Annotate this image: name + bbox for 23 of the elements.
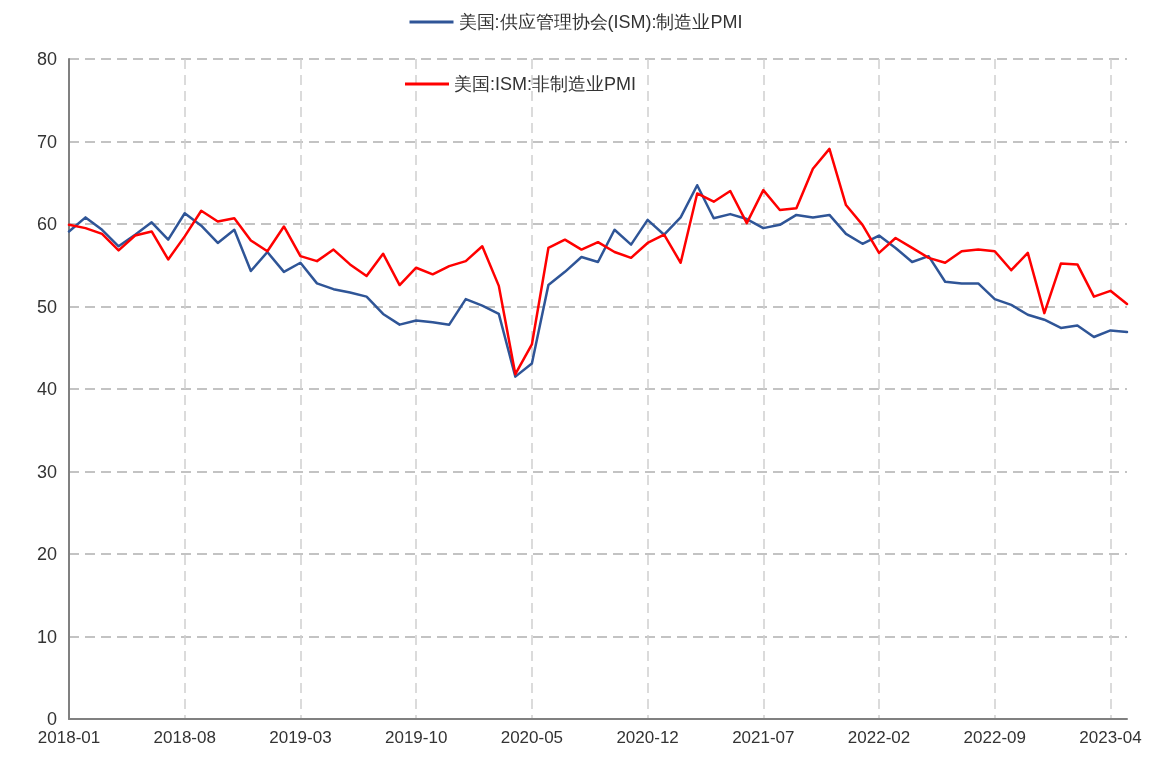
line-series <box>67 147 1129 376</box>
y-tick-label: 30 <box>36 461 57 482</box>
y-tick-label: 50 <box>36 296 57 317</box>
legend-label: 美国:供应管理协会(ISM):制造业PMI <box>458 12 743 32</box>
x-tick-label: 2022-02 <box>847 728 911 747</box>
x-tick-label: 2019-10 <box>384 728 448 747</box>
x-tick-label: 2018-08 <box>153 728 216 747</box>
y-tick-label: 70 <box>36 131 57 152</box>
x-tick-label: 2019-03 <box>269 728 332 747</box>
y-tick-label: 10 <box>36 626 57 647</box>
x-tick-label: 2020-12 <box>616 728 679 747</box>
y-tick-label: 0 <box>46 709 57 729</box>
legend-label: 美国:ISM:非制造业PMI <box>454 74 637 94</box>
x-tick-label: 2021-07 <box>732 728 795 747</box>
line-series <box>67 183 1129 378</box>
x-tick-label: 2018-01 <box>37 728 101 747</box>
y-tick-label: 20 <box>36 544 57 564</box>
y-tick-label: 80 <box>36 49 57 69</box>
x-tick-label: 2022-09 <box>963 728 1026 747</box>
y-tick-label: 40 <box>36 379 57 399</box>
x-tick-label: 2020-05 <box>500 728 564 747</box>
x-tick-label: 2023-04 <box>1079 728 1142 747</box>
y-tick-label: 60 <box>36 214 57 234</box>
